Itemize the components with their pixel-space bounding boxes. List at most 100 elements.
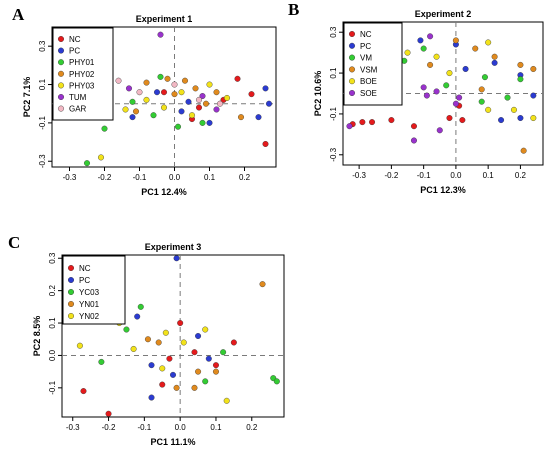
data-point	[436, 127, 443, 134]
data-point	[125, 85, 132, 92]
data-point	[181, 77, 188, 84]
y-tick-label: 0.3	[329, 26, 338, 38]
legend-label: PC	[360, 42, 371, 51]
data-point	[220, 349, 227, 356]
data-point	[212, 368, 219, 375]
series-boe	[404, 39, 537, 122]
data-point	[195, 104, 202, 111]
series-phy02	[132, 75, 244, 121]
data-point	[171, 81, 178, 88]
data-point	[262, 140, 269, 147]
data-point	[153, 89, 160, 96]
series-nc	[80, 320, 237, 417]
data-point	[517, 61, 524, 68]
data-point	[530, 92, 537, 99]
x-axis-label: PC1 12.4%	[141, 187, 187, 197]
legend-marker	[349, 89, 356, 96]
x-tick-label: -0.2	[98, 173, 112, 182]
x-tick-label: -0.2	[102, 423, 116, 432]
data-point	[478, 98, 485, 105]
x-tick-label: 0.0	[450, 171, 462, 180]
x-tick-label: 0.2	[515, 171, 527, 180]
legend-label: YC03	[79, 288, 100, 297]
series-vsm	[427, 37, 537, 154]
data-point	[122, 106, 129, 113]
panel-b: B Experiment 2 -0.3 -0.2 -0.1 0.0 0.1 0.2 -0.3 -0…	[288, 0, 544, 195]
x-tick-label: 0.0	[169, 173, 181, 182]
x-tick-label: -0.3	[63, 173, 77, 182]
x-tick-label: 0.2	[246, 423, 258, 432]
data-point	[273, 378, 280, 385]
data-point	[510, 106, 517, 113]
data-point	[132, 108, 139, 115]
data-point	[504, 94, 511, 101]
data-point	[164, 75, 171, 82]
x-tick-label: -0.3	[66, 423, 80, 432]
chart-title: Experiment 1	[136, 14, 193, 24]
data-point	[420, 84, 427, 91]
x-tick-label: 0.1	[210, 423, 222, 432]
data-point	[115, 77, 122, 84]
data-point	[159, 365, 166, 372]
y-tick-label: 0.3	[38, 40, 47, 52]
data-point	[83, 160, 90, 167]
series-pc	[129, 85, 273, 126]
data-point	[248, 91, 255, 98]
legend-marker	[349, 54, 356, 61]
x-tick-label: 0.0	[175, 423, 187, 432]
data-point	[472, 45, 479, 52]
data-point	[346, 123, 353, 130]
legend-label: VM	[360, 54, 372, 63]
y-tick-label: 0.1	[38, 78, 47, 90]
data-point	[195, 368, 202, 375]
y-tick-label: 0.1	[48, 317, 57, 329]
chart-title: Experiment 3	[145, 242, 202, 252]
legend-label: PHY01	[69, 58, 95, 67]
legend-label: NC	[360, 30, 372, 39]
y-tick-label: -0.3	[329, 147, 338, 161]
legend-label: SOE	[360, 89, 377, 98]
panel-c: C Experiment 3 -0.3 -0.2 -0.1 0.0 0.1 0.2 -0.1 0.…	[8, 233, 285, 447]
data-point	[520, 147, 527, 154]
data-point	[188, 112, 195, 119]
x-tick-label: 0.2	[239, 173, 251, 182]
x-axis-label: PC1 11.1%	[150, 437, 195, 447]
legend: NC PC VM VSM BOE SOE	[343, 22, 403, 106]
data-point	[359, 119, 366, 126]
y-tick-label: 0.1	[329, 67, 338, 79]
legend-label: PC	[69, 47, 80, 56]
data-point	[129, 114, 136, 121]
data-point	[202, 378, 209, 385]
y-tick-label: -0.1	[38, 115, 47, 129]
data-point	[530, 65, 537, 72]
data-point	[173, 384, 180, 391]
data-point	[420, 45, 427, 52]
legend-marker	[58, 36, 65, 43]
data-point	[98, 358, 105, 365]
series-pc	[134, 255, 212, 401]
data-point	[105, 410, 112, 417]
chart-title: Experiment 2	[415, 9, 472, 19]
legend-marker	[58, 93, 65, 100]
data-point	[205, 355, 212, 362]
series-tum	[125, 31, 220, 113]
data-point	[185, 98, 192, 105]
legend-marker	[58, 59, 65, 66]
legend-marker	[67, 277, 74, 284]
data-point	[206, 81, 213, 88]
series-nc	[160, 75, 269, 147]
data-point	[223, 397, 230, 404]
y-tick-label: 0.3	[48, 252, 57, 264]
data-point	[134, 313, 141, 320]
y-axis-label: PC2 10.6%	[313, 71, 323, 117]
data-point	[423, 92, 430, 99]
data-point	[123, 326, 130, 333]
data-point	[517, 115, 524, 122]
data-point	[129, 98, 136, 105]
series-yc03	[98, 303, 280, 385]
data-point	[433, 88, 440, 95]
legend-label: VSM	[360, 65, 378, 74]
data-point	[180, 339, 187, 346]
data-point	[173, 255, 180, 262]
data-point	[404, 49, 411, 56]
